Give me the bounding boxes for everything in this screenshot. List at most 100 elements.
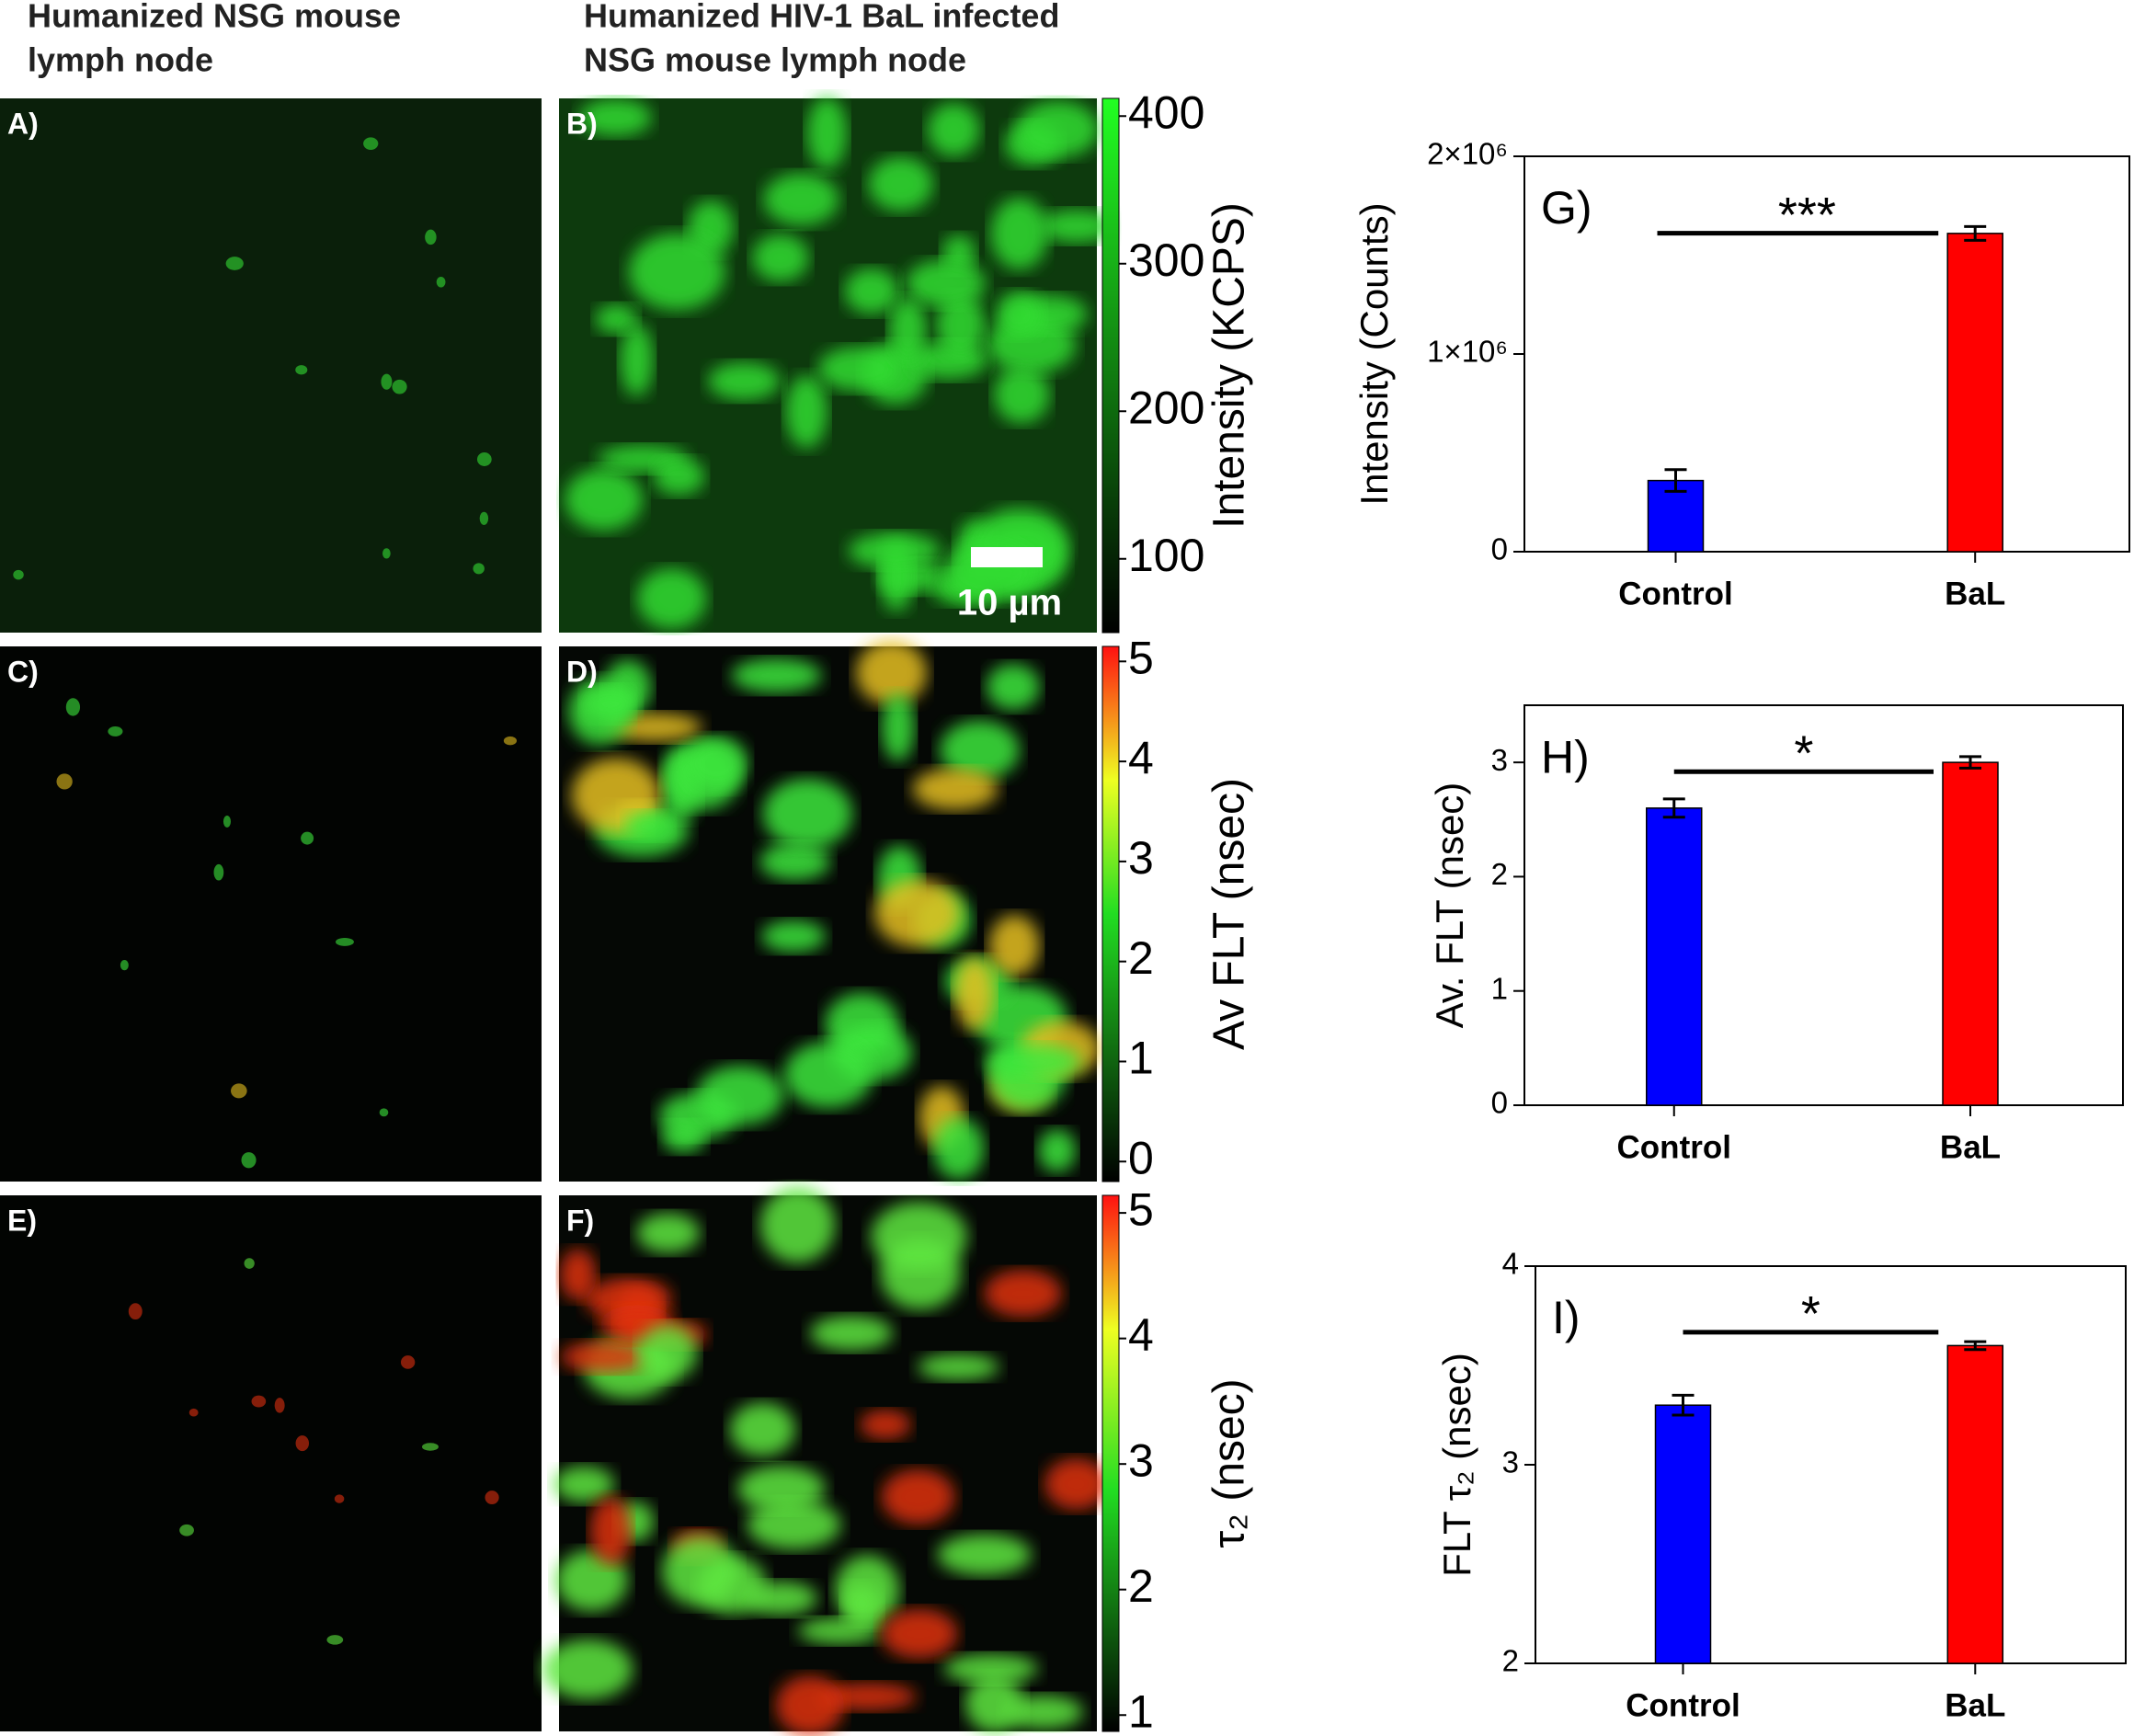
cell [759, 842, 831, 881]
cell [559, 1248, 597, 1301]
y-tick-label: 1 [1491, 971, 1508, 1005]
significance-label: * [1801, 1286, 1820, 1342]
cell [554, 1549, 628, 1612]
colorbar-tick-label: 0 [1128, 1132, 1154, 1183]
cell [379, 1108, 389, 1117]
y-tick-label: 1×10⁶ [1427, 335, 1508, 369]
cell [65, 698, 81, 716]
cell [108, 725, 123, 737]
cell [485, 1490, 499, 1505]
y-tick-label: 3 [1491, 743, 1508, 777]
panel-label: G) [1541, 182, 1592, 234]
cell [400, 1355, 416, 1369]
cell [736, 1465, 826, 1513]
y-axis-label: Av. FLT (nsec) [1428, 782, 1471, 1029]
cell [953, 956, 995, 1031]
cell [231, 1083, 247, 1099]
cell [848, 532, 941, 569]
cell [873, 879, 961, 947]
colorbar [1101, 645, 1120, 1182]
panel-label: I) [1552, 1292, 1581, 1343]
cell [912, 768, 999, 810]
error-bar [1959, 755, 1981, 770]
error-bar [1664, 468, 1687, 493]
column-title: lymph node [28, 41, 213, 79]
cell [628, 233, 725, 311]
significance-label: *** [1778, 188, 1836, 243]
cell [943, 1653, 1039, 1684]
cell [335, 937, 354, 946]
cell [871, 1202, 967, 1272]
cell [334, 1494, 345, 1503]
cell [917, 1353, 999, 1381]
y-axis-label: FLT τ₂ (nsec) [1435, 1353, 1478, 1577]
plot-frame [1523, 704, 2124, 1106]
cell [583, 686, 639, 723]
cell [752, 234, 809, 282]
cell [1039, 209, 1114, 244]
cell [707, 362, 781, 401]
column-title: NSG mouse lymph node [584, 41, 966, 79]
cell [881, 1608, 958, 1659]
cell [842, 1582, 882, 1625]
y-tick-label: 0 [1491, 1086, 1508, 1120]
cell [589, 1496, 632, 1566]
cell [553, 1466, 615, 1503]
cell [731, 657, 822, 693]
cell [760, 919, 827, 953]
panel-label: F) [566, 1204, 594, 1237]
cell [607, 713, 702, 742]
bar [1942, 761, 1999, 1106]
cell [785, 374, 827, 449]
x-tick-label: BaL [1940, 1129, 2001, 1165]
cell [565, 468, 644, 531]
cell [906, 259, 986, 308]
cell [940, 720, 1020, 780]
colorbar-label: Av FLT (nsec) [1205, 778, 1254, 1050]
colorbar-tick-label: 100 [1128, 530, 1204, 581]
cell [797, 1617, 882, 1644]
colorbar-tick-label: 1 [1128, 1685, 1154, 1736]
cell [775, 1675, 845, 1736]
colorbar-label: τ₂ (nsec) [1205, 1378, 1254, 1548]
cell [855, 640, 928, 705]
x-tick-label: BaL [1945, 1687, 2005, 1723]
cell [995, 291, 1044, 338]
colorbar-tick-label: 1 [1128, 1033, 1154, 1084]
micrograph [0, 98, 542, 633]
y-axis-label: Intensity (Counts) [1352, 202, 1396, 505]
cell [479, 511, 489, 525]
cell [295, 1435, 310, 1452]
cell [128, 1303, 143, 1320]
cell [620, 324, 654, 397]
cell [295, 365, 308, 375]
cell [653, 457, 705, 496]
cell [251, 1395, 267, 1408]
panel-label: B) [566, 107, 598, 140]
cell [844, 268, 899, 314]
cell [120, 959, 129, 971]
cell [684, 736, 748, 792]
cell [382, 548, 391, 559]
cell [759, 1186, 836, 1263]
cell [326, 1635, 344, 1645]
cell [868, 156, 934, 211]
cell [986, 663, 1040, 711]
cell [56, 773, 73, 790]
cell [578, 98, 653, 137]
error-bar [1662, 797, 1685, 819]
cell [888, 297, 928, 363]
x-tick-label: Control [1618, 576, 1732, 611]
cell [188, 1408, 199, 1417]
cell [817, 346, 900, 392]
cell [636, 568, 707, 630]
colorbar-label: Intensity (KCPS) [1205, 202, 1254, 529]
cell [881, 1469, 955, 1525]
colorbar-tick-label: 4 [1128, 1309, 1154, 1361]
y-tick-label: 2 [1502, 1644, 1519, 1678]
colorbar-tick-label: 3 [1128, 832, 1154, 884]
cell [542, 1639, 633, 1700]
bar [1946, 233, 2003, 553]
colorbar-tick-label: 5 [1128, 633, 1154, 684]
cell [881, 692, 915, 762]
